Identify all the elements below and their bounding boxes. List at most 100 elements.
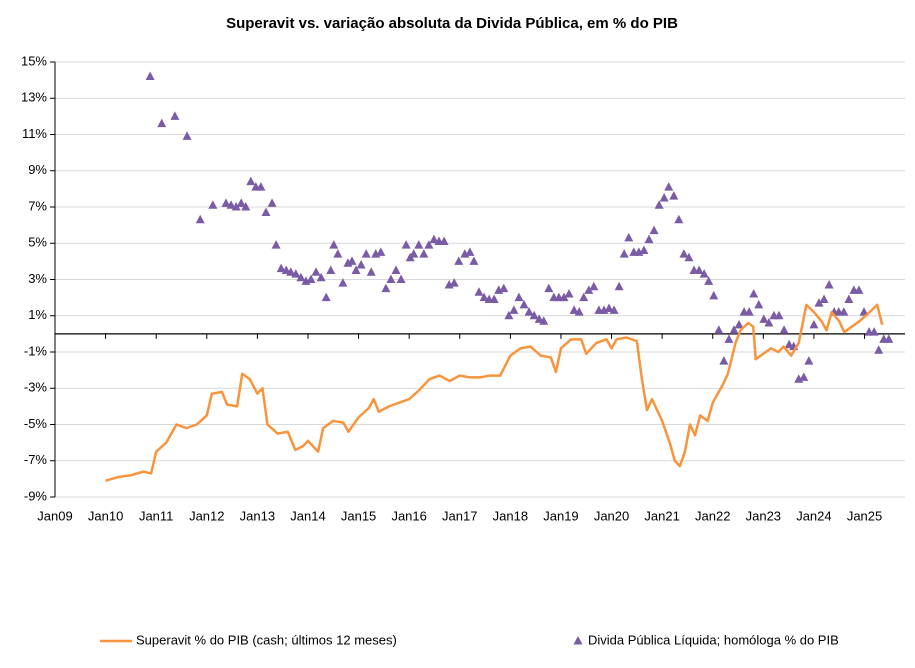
point (306, 274, 316, 283)
point (524, 307, 534, 316)
point (579, 292, 589, 302)
point (291, 269, 301, 278)
x-tick-label: Jan19 (543, 508, 578, 523)
point (584, 285, 594, 294)
point (276, 263, 286, 273)
x-tick-label: Jan17 (442, 508, 477, 523)
point (569, 305, 579, 314)
point (759, 314, 769, 323)
point (654, 200, 664, 209)
point (709, 290, 719, 300)
y-tick-label: 1% (28, 307, 47, 322)
point (414, 240, 424, 249)
point (674, 214, 684, 224)
point (424, 240, 434, 249)
y-tick-label: 3% (28, 271, 47, 286)
point (574, 307, 584, 316)
point (499, 283, 509, 293)
point (454, 256, 464, 265)
y-tick-label: 13% (21, 90, 47, 105)
point (316, 272, 326, 282)
point (874, 345, 884, 354)
legend-label: Superavit % do PIB (cash; últimos 12 mes… (136, 632, 397, 647)
point (361, 249, 371, 258)
point (381, 283, 391, 293)
point (519, 299, 529, 309)
y-tick-label: -1% (24, 343, 48, 358)
point (347, 256, 357, 265)
point (649, 225, 659, 235)
point (514, 292, 524, 302)
point (559, 292, 569, 302)
x-tick-label: Jan11 (139, 508, 173, 523)
point (539, 316, 549, 325)
point (296, 272, 306, 282)
point (321, 292, 331, 302)
x-tick-label: Jan21 (644, 508, 679, 523)
point (271, 240, 281, 249)
x-tick-label: Jan23 (746, 508, 781, 523)
point (644, 234, 654, 244)
point (704, 276, 714, 285)
point (231, 202, 241, 211)
x-tick-label: Jan18 (493, 508, 528, 523)
point (236, 198, 246, 207)
point (694, 265, 704, 274)
point (261, 207, 271, 216)
point (286, 267, 296, 276)
point (604, 303, 614, 312)
point (351, 265, 361, 274)
point (489, 294, 499, 303)
x-tick-label: Jan25 (847, 508, 882, 523)
point (338, 278, 348, 287)
point (664, 182, 674, 191)
x-tick-label: Jan13 (240, 508, 275, 523)
point (366, 267, 376, 276)
point (679, 249, 689, 258)
point (884, 334, 894, 343)
point (589, 281, 599, 291)
point (714, 325, 724, 334)
legend-swatch (573, 636, 583, 645)
point (409, 249, 419, 258)
point (749, 289, 759, 298)
point (614, 281, 624, 291)
point (401, 240, 411, 249)
point (256, 182, 266, 191)
point (624, 232, 634, 242)
point (824, 279, 834, 289)
point (465, 247, 475, 256)
y-tick-label: -9% (24, 488, 48, 503)
point (744, 307, 754, 316)
x-tick-label: Jan14 (290, 508, 325, 523)
point (639, 245, 649, 254)
y-tick-label: 11% (22, 126, 47, 141)
point (267, 198, 277, 207)
point (609, 305, 619, 314)
point (844, 294, 854, 303)
x-tick-label: Jan10 (88, 508, 123, 523)
point (719, 356, 729, 365)
point (145, 71, 155, 80)
point (479, 292, 489, 302)
point (170, 111, 180, 120)
y-tick-label: 5% (28, 235, 47, 250)
line (105, 303, 884, 482)
point (869, 327, 879, 336)
point (699, 269, 709, 278)
x-tick-label: Jan12 (189, 508, 224, 523)
point (326, 265, 336, 274)
point (774, 310, 784, 320)
chart-title: Superavit vs. variação absoluta da Divid… (226, 15, 678, 32)
point (799, 372, 809, 381)
y-tick-label: -5% (24, 416, 48, 431)
point (819, 294, 829, 303)
y-tick-label: 15% (21, 53, 47, 68)
point (564, 289, 574, 298)
point (764, 318, 774, 327)
point (729, 325, 739, 334)
point (226, 200, 236, 209)
point (391, 265, 401, 274)
point (804, 356, 814, 365)
